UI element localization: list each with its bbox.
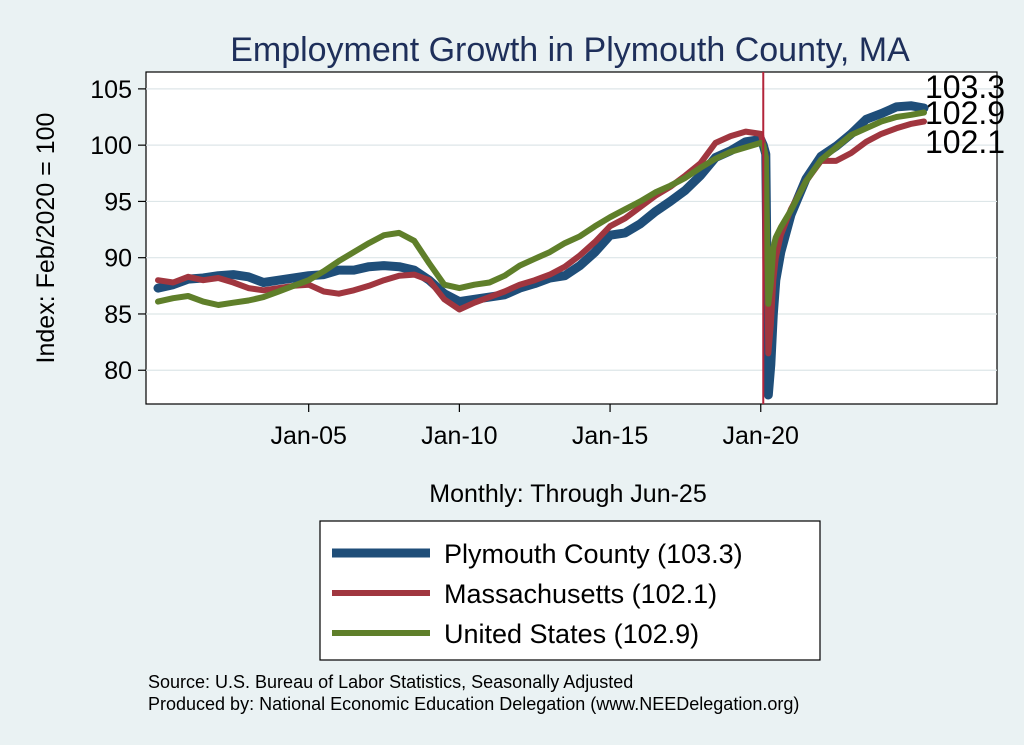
produced-by-note: Produced by: National Economic Education…	[148, 694, 799, 714]
axes: 80 85 90 95 100 105 Jan-05 Jan-10 Jan-15 Jan-20	[90, 76, 799, 450]
gridlines	[146, 88, 997, 371]
legend-label-0: Plymouth County (103.3)	[444, 539, 743, 569]
legend-label-1: Massachusetts (102.1)	[444, 579, 717, 609]
x-tick-label: Jan-10	[421, 422, 497, 450]
x-tick-label: Jan-15	[572, 422, 648, 450]
legend-label-2: United States (102.9)	[444, 619, 699, 649]
legend: Plymouth County (103.3) Massachusetts (10…	[319, 520, 821, 661]
end-label-0: 103.3	[925, 69, 1005, 105]
end-label-1: 102.1	[925, 124, 1005, 160]
x-tick-label: Jan-20	[723, 422, 799, 450]
source-note: Source: U.S. Bureau of Labor Statistics,…	[148, 672, 633, 692]
y-tick-label: 105	[90, 76, 132, 104]
y-tick-label: 80	[104, 357, 132, 385]
series-line-0	[153, 101, 929, 400]
y-tick-label: 95	[104, 188, 132, 216]
legend-entries: Plymouth County (103.3) Massachusetts (10…	[332, 539, 743, 649]
end-label-2: 102.9	[925, 95, 1005, 131]
series-lines	[153, 101, 929, 400]
chart-title: Employment Growth in Plymouth County, MA	[230, 31, 910, 69]
series-line-2	[155, 109, 927, 308]
y-tick-label: 90	[104, 245, 132, 273]
y-tick-label: 85	[104, 301, 132, 329]
y-tick-label: 100	[90, 132, 132, 160]
x-axis-title: Monthly: Through Jun-25	[429, 480, 706, 508]
y-axis-title: Index: Feb/2020 = 100	[32, 113, 60, 364]
x-tick-label: Jan-05	[270, 422, 346, 450]
